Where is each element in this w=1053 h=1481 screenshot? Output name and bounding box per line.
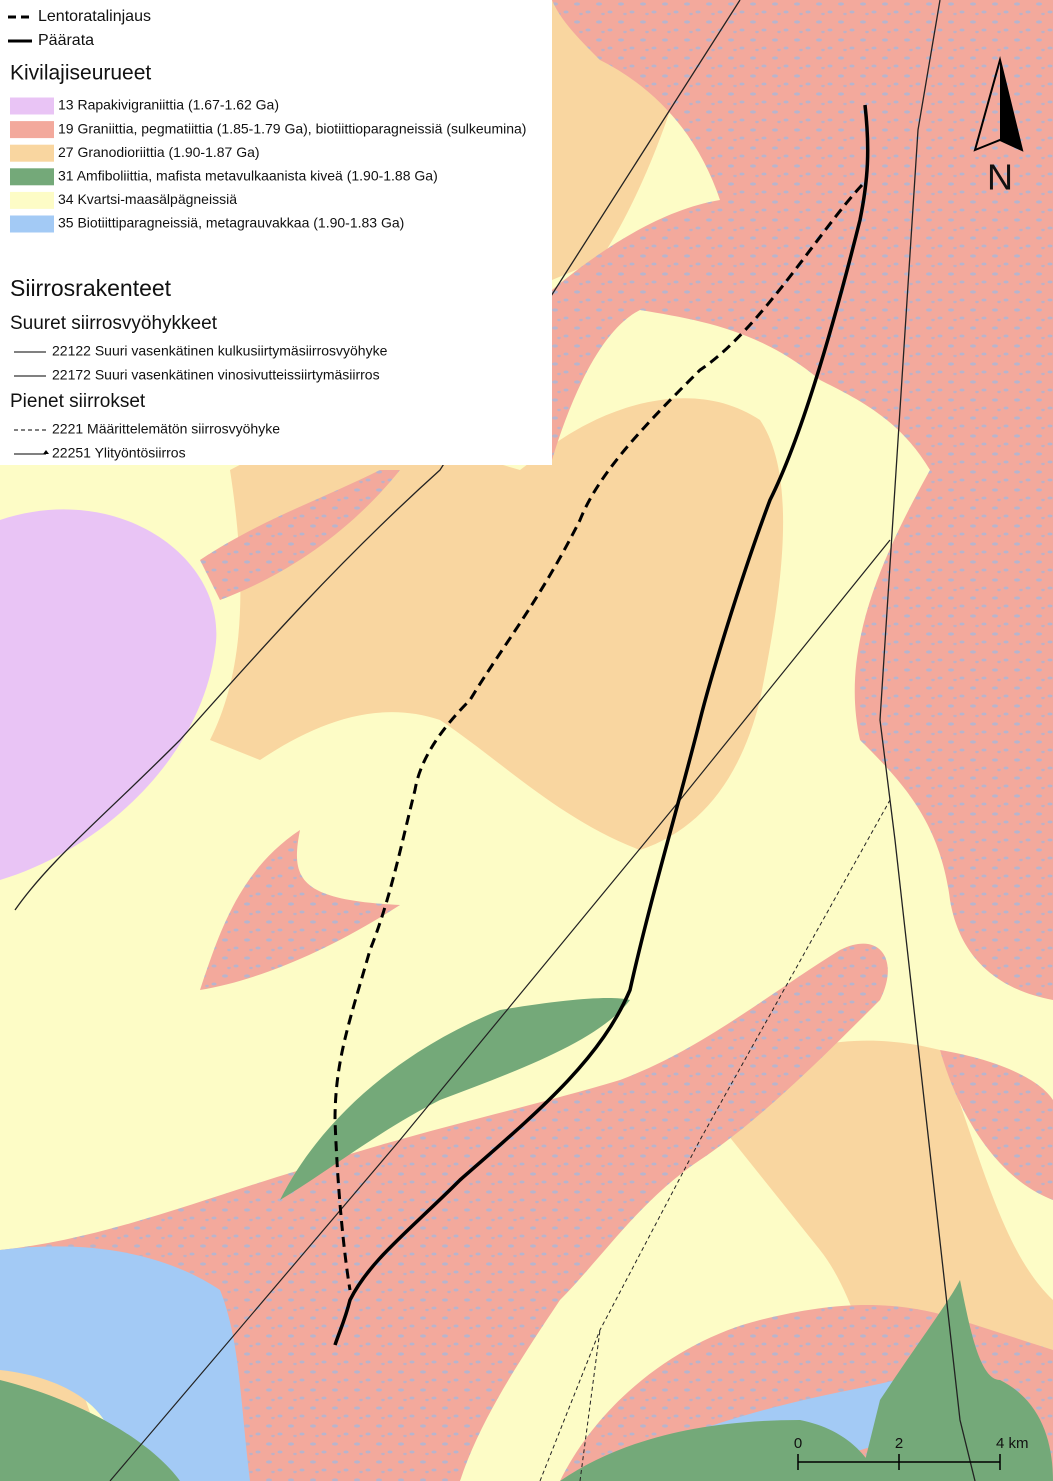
legend-label: 35 Biotiittiparagneissiä, metagrauvakkaa… [58,215,404,231]
legend-label: 31 Amfiboliittia, mafista metavulkaanist… [58,168,438,184]
legend-label: Lentoratalinjaus [38,8,151,25]
legend-heading: Kivilajiseurueet [10,62,151,85]
legend-swatch [10,168,54,185]
legend-swatch [10,145,54,162]
legend-label: 22172 Suuri vasenkätinen vinosivutteissi… [52,367,380,383]
legend-label: 27 Granodioriittia (1.90-1.87 Ga) [58,144,260,160]
legend-subheading: Pienet siirrokset [10,391,146,412]
scale-label: 2 [895,1435,903,1452]
legend-label: 2221 Määrittelemätön siirrosvyöhyke [52,421,280,437]
legend-label: Päärata [38,32,94,49]
scale-label: 4 km [996,1435,1029,1452]
legend: Lentoratalinjaus Päärata Kivilajiseurueet 1… [0,0,552,465]
legend-label: 22122 Suuri vasenkätinen kulkusiirtymäsi… [52,343,388,359]
legend-label: 34 Kvartsi-maasälpägneissiä [58,191,237,207]
geologic-map: N 0 2 4 km Lentoratalinjaus Päärata Kivila… [0,0,1053,1481]
legend-swatch [10,98,54,115]
legend-subheading: Suuret siirrosvyöhykkeet [10,313,218,334]
scale-label: 0 [794,1435,802,1452]
legend-heading: Siirrosrakenteet [10,275,172,301]
legend-label: 22251 Ylityöntösiirros [52,445,186,461]
legend-label: 13 Rapakivigraniittia (1.67-1.62 Ga) [58,97,279,113]
north-label: N [987,157,1013,198]
legend-label: 19 Graniittia, pegmatiittia (1.85-1.79 G… [58,120,526,136]
legend-swatch [10,216,54,233]
legend-swatch [10,192,54,209]
legend-swatch [10,121,54,138]
